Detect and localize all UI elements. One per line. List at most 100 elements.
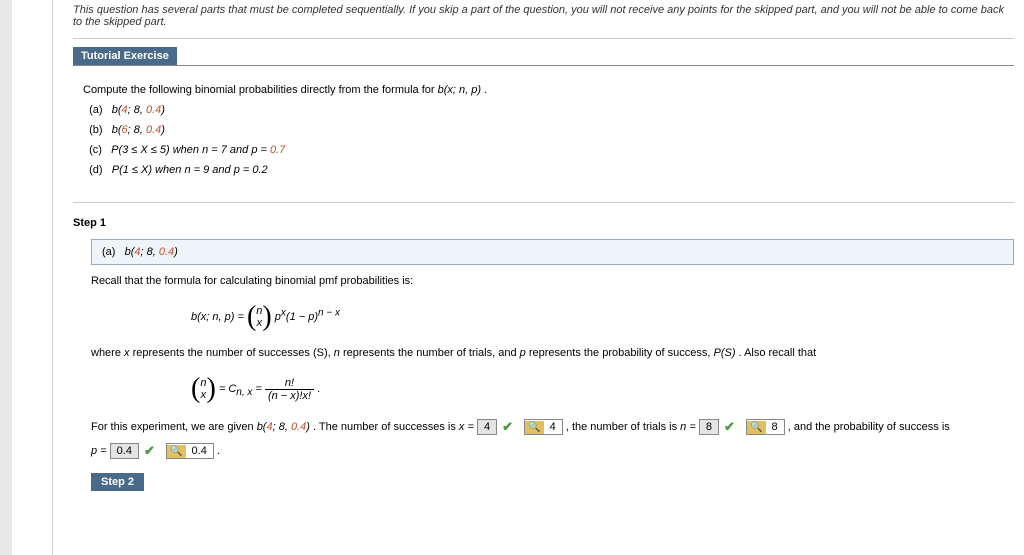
f2-eq2: = (255, 383, 264, 395)
part-d-label: (d) (89, 164, 102, 176)
s1b-rest: ; 8, (141, 246, 159, 258)
s-neq: n = (680, 421, 699, 433)
s-peq: p = (91, 445, 110, 457)
part-c-label: (c) (89, 144, 102, 156)
s-bfn-pp: 0.4 (291, 421, 306, 433)
recall-text: Recall that the formula for calculating … (91, 275, 1014, 287)
f1-exp2: n − x (318, 307, 340, 318)
s-2: , the number of trials is (566, 421, 680, 433)
part-a-close: ) (161, 104, 165, 116)
reveal-n[interactable]: 🔍8 (746, 419, 785, 435)
s-3: , and the probability of success is (788, 421, 950, 433)
part-a-rest: ; 8, (128, 104, 146, 116)
part-d-text: P(1 ≤ X) when n = 9 and p = 0.2 (112, 164, 268, 176)
part-b-fn: b(6; 8, 0.4) (112, 124, 165, 136)
part-a-fn: b(4; 8, 0.4) (112, 104, 165, 116)
part-d-n: n = 9 and (184, 164, 233, 176)
part-a-label: (a) (89, 104, 102, 116)
part-b-label: (b) (89, 124, 102, 136)
part-c-peq: p = (251, 144, 270, 156)
frac-end: . (317, 383, 320, 395)
w-pfx: where (91, 347, 124, 359)
part-a: (a) b(4; 8, 0.4) (83, 104, 1004, 116)
f1-lhs: b(x; n, p) = (191, 311, 247, 323)
fill-in-sentence: For this experiment, we are given b(4; 8… (91, 419, 1014, 435)
fraction: n! (n − x)!x! (265, 377, 314, 402)
s-pfx: For this experiment, we are given (91, 421, 257, 433)
part-d-p: p = 0.2 (234, 164, 268, 176)
rparen-icon: ) (206, 378, 215, 400)
frac-top: n! (282, 377, 297, 389)
s-bfn-r: ; 8, (273, 421, 291, 433)
w-1: represents the number of successes (S), (133, 347, 334, 359)
s-bfn-p: b( (257, 421, 267, 433)
sequential-warning: This question has several parts that mus… (73, 4, 1014, 34)
magnify-icon: 🔍 (747, 421, 765, 434)
check-icon: ✔ (724, 419, 735, 435)
s1b-p: 0.4 (159, 246, 174, 258)
part-c-text: P(3 ≤ X ≤ 5) when n = 7 and p = 0.7 (111, 144, 285, 156)
s-1: . The number of successes is (313, 421, 459, 433)
s-bfn-c: ) (306, 421, 310, 433)
rparen-icon: ) (262, 306, 271, 328)
w-3: represents the probability of success, (529, 347, 714, 359)
part-b-pfx: b( (112, 124, 122, 136)
divider (73, 202, 1014, 203)
tutorial-exercise-body: Compute the following binomial probabili… (73, 65, 1014, 194)
lparen-icon: ( (247, 306, 256, 328)
part-b-rest: ; 8, (128, 124, 146, 136)
part-d: (d) P(1 ≤ X) when n = 9 and p = 0.2 (83, 164, 1004, 176)
reveal-n-val: 8 (766, 420, 784, 434)
part-b-close: ) (161, 124, 165, 136)
magnify-icon: 🔍 (167, 445, 185, 458)
step-1-subpart-box: (a) b(4; 8, 0.4) (91, 239, 1014, 265)
formula-pmf: b(x; n, p) = ( n x ) px(1 − p)n − x (91, 295, 1014, 339)
where-text: where x represents the number of success… (91, 347, 1014, 359)
s-pend: . (217, 445, 220, 457)
divider (73, 38, 1014, 39)
part-b-p: 0.4 (146, 124, 161, 136)
w-2: represents the number of trials, and (343, 347, 520, 359)
answer-n-input[interactable]: 8 (699, 419, 719, 435)
w-p: p (520, 347, 526, 359)
w-x: x (124, 347, 130, 359)
prompt-suffix: . (484, 84, 487, 96)
binom-n-x: ( n x ) (247, 303, 272, 331)
s1b-close: ) (174, 246, 178, 258)
exercise-prompt: Compute the following binomial probabili… (83, 84, 1004, 96)
w-n: n (334, 347, 340, 359)
part-c-pfx: P(3 ≤ X ≤ 5) when (111, 144, 202, 156)
part-d-pfx: P(1 ≤ X) when (112, 164, 185, 176)
w-4: . Also recall that (739, 347, 817, 359)
s-xeq: x = (459, 421, 477, 433)
part-a-pfx: b( (112, 104, 122, 116)
frac-bot: (n − x)!x! (265, 389, 314, 402)
tutorial-exercise-section: Tutorial Exercise Compute the following … (73, 47, 1014, 194)
s1b-pfx: b( (125, 246, 135, 258)
reveal-p-val: 0.4 (186, 444, 213, 458)
check-icon: ✔ (144, 443, 155, 459)
reveal-x[interactable]: 🔍4 (524, 419, 563, 435)
prompt-prefix: Compute the following binomial probabili… (83, 84, 438, 96)
formula-combination: ( n x ) = Cn, x = n! (n − x)!x! . (91, 367, 1014, 411)
step-1-label: Step 1 (73, 217, 1014, 229)
step-2-header[interactable]: Step 2 (91, 473, 144, 491)
fill-in-sentence-2: p = 0.4 ✔ 🔍0.4 . (91, 443, 1014, 459)
step1-box-label: (a) (102, 246, 115, 258)
f2-eq: = C (219, 383, 236, 395)
check-icon: ✔ (502, 419, 513, 435)
step1-box-fn: b(4; 8, 0.4) (125, 246, 178, 258)
part-b: (b) b(6; 8, 0.4) (83, 124, 1004, 136)
f1-mid: (1 − p) (286, 311, 318, 323)
part-c-p: 0.7 (270, 144, 285, 156)
part-c-n: n = 7 and (202, 144, 251, 156)
part-c: (c) P(3 ≤ X ≤ 5) when n = 7 and p = 0.7 (83, 144, 1004, 156)
answer-p-input[interactable]: 0.4 (110, 443, 139, 459)
reveal-p[interactable]: 🔍0.4 (166, 443, 214, 459)
s-bfn: b(4; 8, 0.4) (257, 421, 313, 433)
magnify-icon: 🔍 (525, 421, 543, 434)
w-ps: P(S) (714, 347, 736, 359)
lparen-icon: ( (191, 378, 200, 400)
answer-x-input[interactable]: 4 (477, 419, 497, 435)
binom-n-x-2: ( n x ) (191, 375, 216, 403)
